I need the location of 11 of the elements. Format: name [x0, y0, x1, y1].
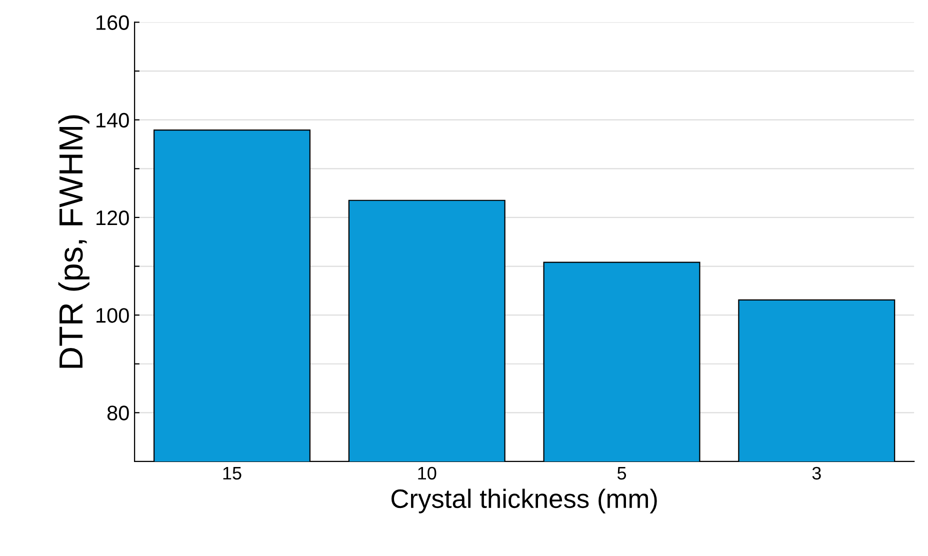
x-tick-label: 5: [617, 467, 626, 480]
y-tick-label: 140: [96, 112, 129, 128]
y-tick-label: 80: [107, 406, 129, 420]
y-tick-label: 160: [96, 15, 129, 30]
y-tick-label: 120: [96, 210, 129, 226]
x-tick-label: 15: [223, 467, 242, 480]
x-tick-label: 3: [812, 466, 821, 480]
x-tick-label: 10: [418, 466, 436, 480]
y-tick-label: 100: [96, 308, 129, 323]
y-axis-title: DTR (ps, FWHM): [58, 115, 90, 368]
x-axis-title: Crystal thickness (mm): [392, 488, 657, 514]
